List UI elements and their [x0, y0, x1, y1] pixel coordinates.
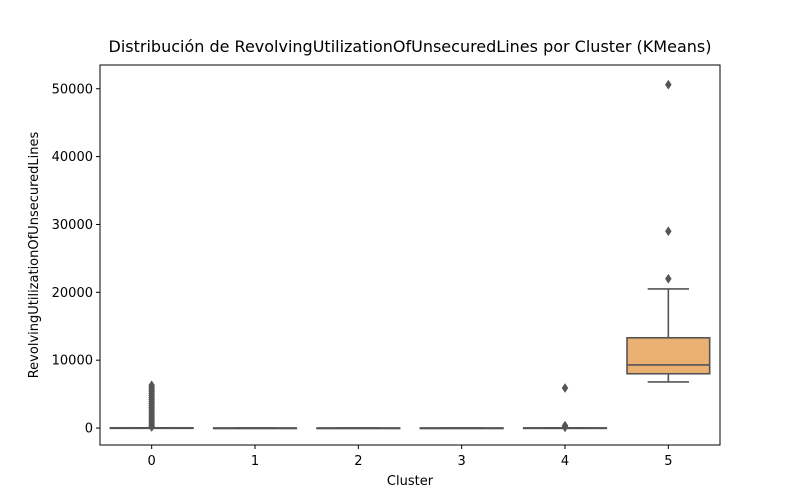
outlier-point-5-1 [665, 226, 672, 237]
x-tick-label-4: 4 [561, 454, 569, 469]
y-tick-label-0: 0 [85, 422, 93, 437]
x-tick-label-3: 3 [458, 454, 466, 469]
x-tick-label-5: 5 [664, 454, 672, 469]
box-5 [626, 336, 711, 375]
axes-frame [99, 64, 721, 446]
outlier-point-4-0 [561, 383, 569, 393]
y-tick-label-4: 40000 [52, 150, 93, 165]
y-tick-label-3: 30000 [52, 218, 93, 233]
x-axis-label: Cluster [387, 474, 434, 489]
plot-area: 0 10000 20000 30000 40000 50000 0 1 2 3 4 5 [52, 64, 721, 469]
outlier-point-4-3 [561, 422, 569, 433]
y-tick-label-5: 50000 [52, 82, 93, 97]
y-tick-label-2: 20000 [52, 286, 93, 301]
x-tick-label-2: 2 [354, 454, 362, 469]
y-axis-label: RevolvingUtilizationOfUnsecuredLines [27, 132, 42, 379]
x-tick-label-0: 0 [148, 454, 156, 469]
outlier-point-0-21 [148, 422, 155, 432]
x-tick-label-1: 1 [251, 454, 259, 469]
chart-title: Distribución de RevolvingUtilizationOfUn… [109, 37, 712, 56]
outlier-point-5-0 [665, 273, 672, 284]
y-tick-label-1: 10000 [52, 354, 93, 369]
outlier-point-5-2 [665, 79, 672, 90]
